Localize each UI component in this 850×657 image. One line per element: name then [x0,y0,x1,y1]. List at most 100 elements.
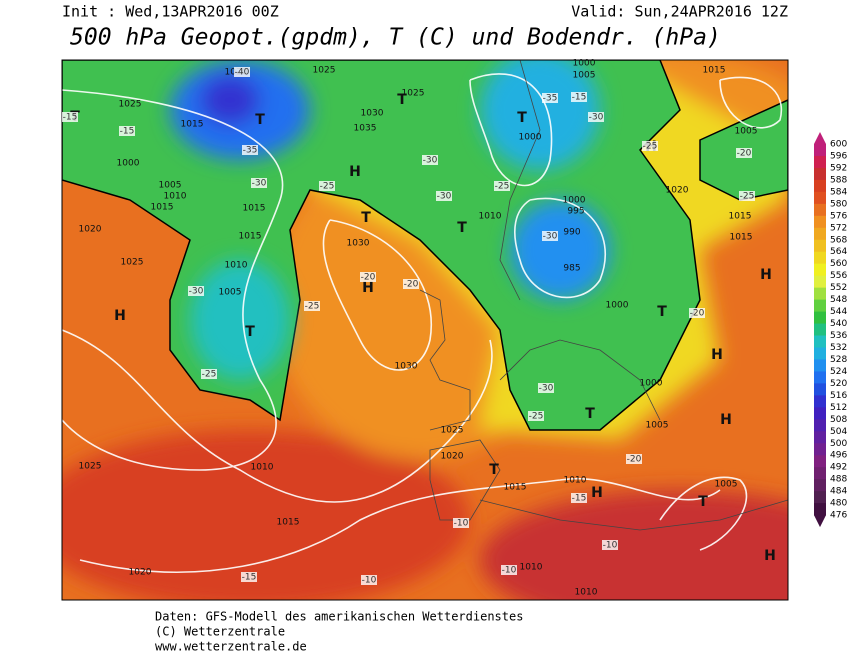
pressure-center: H [349,164,361,180]
temperature-label-box [528,411,544,421]
isobar-label: 1005 [159,181,182,191]
temperature-label-box [242,145,258,155]
temperature-label-box [360,272,376,282]
pressure-center: T [397,92,407,108]
isobar-label: 1000 [563,196,586,206]
isobar-label: 985 [563,264,580,274]
colorbar-tick-label: 588 [830,175,847,185]
isobar-label: 1015 [730,233,753,243]
temperature-label: -35 [543,94,558,104]
pressure-center: T [245,324,255,340]
pressure-center: H [711,347,723,363]
pressure-center: H [764,548,776,564]
colorbar-band [814,371,826,384]
temperature-label: -30 [437,192,452,202]
colorbar-tick-label: 480 [830,499,847,509]
colorbar-tick-label: 576 [830,211,847,221]
colorbar-tick-label: 548 [830,295,847,305]
temperature-label-box [689,308,705,318]
pressure-center: T [255,112,265,128]
temperature-label: -15 [63,113,78,123]
isobar-label: 1010 [564,476,587,486]
temperature-label-box [403,279,419,289]
temperature-label-box [739,191,755,201]
temperature-label: -20 [404,280,419,290]
isobar-label: 1000 [117,159,140,169]
temperature-label: -25 [740,192,755,202]
colorbar-tick-label: 524 [830,367,847,377]
colorbar-band [814,203,826,217]
temperature-label-box [626,454,642,464]
temperature-label: -25 [305,302,320,312]
colorbar-band [814,239,826,253]
colorbar-tick-label: 532 [830,343,847,353]
colorbar-band [814,215,826,229]
isobar-label: 1030 [395,362,418,372]
isobar-label: 1010 [225,261,248,271]
colorbar-tick-label: 556 [830,271,847,281]
colorbar-band [814,467,826,480]
colorbar-band [814,251,826,265]
colorbar-tick-label: 492 [830,463,847,473]
isobar-label: 1000 [640,379,663,389]
colorbar-tick-label: 600 [830,140,847,150]
isobar-label: 1020 [441,452,464,462]
footer-url: www.wetterzentrale.de [155,640,307,654]
colorbar-tick-label: 488 [830,475,847,485]
pressure-center: H [114,308,126,324]
temperature-label: -20 [361,273,376,283]
temperature-label: -10 [603,541,618,551]
temperature-label-box [422,155,438,165]
temperature-label: -30 [589,113,604,123]
isobar-label: 1010 [164,192,187,202]
temperature-label-box [436,191,452,201]
isobar-label: 1020 [79,225,102,235]
isobar-label: 990 [563,228,580,238]
colorbar-arrow-top [814,132,826,144]
temperature-label: -15 [572,93,587,103]
colorbar-band [814,443,826,456]
isobar-label: 995 [567,207,584,217]
temperature-label: -25 [320,182,335,192]
colorbar-tick-label: 564 [830,247,847,257]
temperature-label: -30 [539,384,554,394]
colorbar-band [814,455,826,468]
isobar-label: 1005 [219,288,242,298]
colorbar-tick-label: 476 [830,511,847,521]
isobar-label: 1015 [181,120,204,130]
temperature-label: -15 [572,494,587,504]
pressure-center: T [361,210,371,226]
temperature-label-box [542,93,558,103]
footer-copyright: (C) Wetterzentrale [155,625,285,639]
isobar-label: 1015 [504,483,527,493]
temperature-label-box [201,369,217,379]
colorbar-band [814,227,826,241]
temperature-label: -15 [242,573,257,583]
isobar-label: 1005 [735,127,758,137]
isobar-label: 1010 [251,463,274,473]
colorbar-band [814,299,826,313]
temperature-label-box [571,493,587,503]
pressure-center: T [585,406,595,422]
colorbar-band [814,503,826,516]
temperature-label: -25 [529,412,544,422]
colorbar-tick-label: 592 [830,163,847,173]
isobar-label: 1035 [354,124,377,134]
isobar-label: 1025 [402,89,425,99]
pressure-center: T [489,462,499,478]
temperature-label-box [234,67,250,77]
colorbar-tick-label: 552 [830,283,847,293]
colorbar-tick-label: 584 [830,187,847,197]
pressure-center: T [698,494,708,510]
temperature-label-box [319,181,335,191]
pressure-center: H [720,412,732,428]
isobar-label: 1005 [715,480,738,490]
isobar-label: 1020 [129,568,152,578]
colorbar-band [814,383,826,396]
temperature-label-box [736,148,752,158]
temperature-label-box [251,178,267,188]
colorbar-tick-label: 496 [830,451,847,461]
temperature-label: -30 [189,287,204,297]
colorbar-tick-label: 568 [830,235,847,245]
colorbar-band [814,191,826,205]
